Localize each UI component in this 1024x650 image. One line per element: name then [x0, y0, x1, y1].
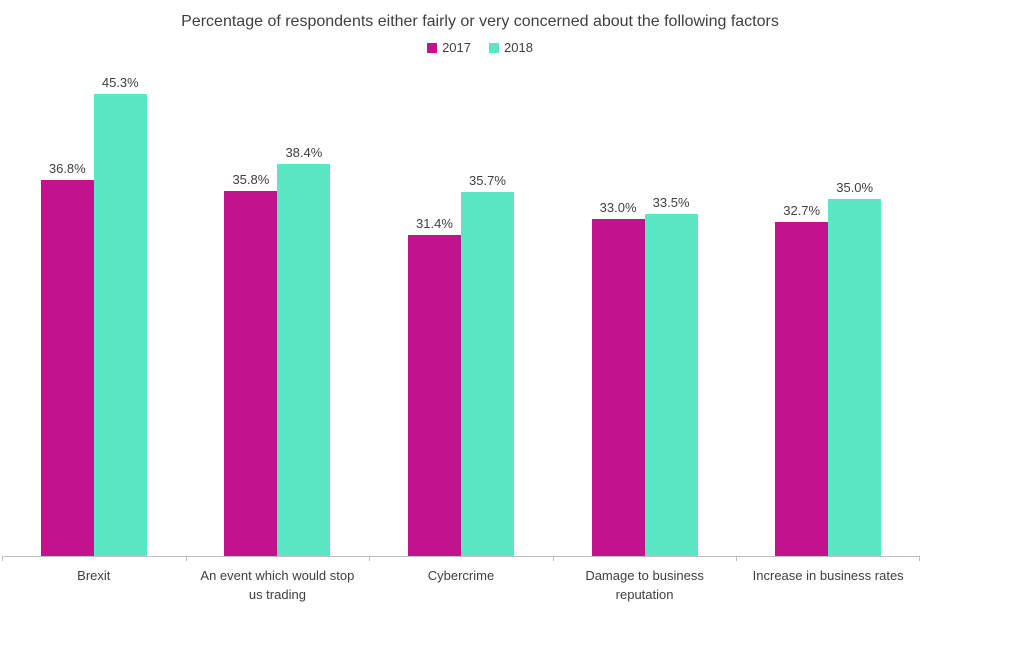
data-label-2017-increase-in-business-rates: 32.7%	[783, 203, 821, 218]
bar-2017-brexit	[40, 180, 94, 556]
bar-wrap-2018-brexit: 45.3%	[93, 75, 147, 556]
category-label-cybercrime: Cybercrime	[427, 568, 495, 583]
bar-2017-damage-to-business-reputation	[591, 219, 645, 556]
category-label-damage-to-business-reputation: Damage to business reputation	[585, 568, 704, 602]
data-label-2018-brexit: 45.3%	[101, 75, 139, 90]
data-label-2017-damage-to-business-reputation: 33.0%	[599, 200, 637, 215]
legend-item-2018: 2018	[489, 40, 533, 55]
bar-2018-cybercrime	[460, 192, 514, 556]
bar-group-an-event-which-would-stop-us-trading: 35.8% 38.4%	[186, 67, 370, 556]
x-axis-tick	[552, 556, 554, 561]
category-label-an-event-which-would-stop-us-trading: An event which would stop us trading	[200, 568, 355, 602]
category-label-increase-in-business-rates: Increase in business rates	[752, 568, 904, 583]
bar-wrap-2017-an-event-which-would-stop-us-trading: 35.8%	[224, 172, 278, 556]
x-axis-tick	[919, 556, 920, 561]
legend-item-2017: 2017	[427, 40, 471, 55]
bar-2018-increase-in-business-rates	[828, 199, 882, 556]
chart-title: Percentage of respondents either fairly …	[181, 13, 779, 30]
bar-wrap-2018-damage-to-business-reputation: 33.5%	[644, 195, 698, 556]
legend-swatch-2017	[427, 42, 438, 53]
bar-2018-an-event-which-would-stop-us-trading	[277, 164, 331, 556]
data-label-2018-cybercrime: 35.7%	[469, 173, 506, 188]
bar-wrap-2018-an-event-which-would-stop-us-trading: 38.4%	[277, 145, 331, 556]
legend-swatch-2018	[489, 42, 499, 53]
x-axis-tick	[369, 556, 371, 561]
bar-wrap-2018-cybercrime: 35.7%	[460, 173, 514, 556]
bar-wrap-2017-cybercrime: 31.4%	[407, 216, 461, 556]
bar-group-cybercrime: 31.4% 35.7%	[369, 67, 553, 556]
bar-group-increase-in-business-rates: 32.7% 35.0%	[736, 67, 920, 556]
bar-wrap-2017-increase-in-business-rates: 32.7%	[775, 203, 829, 556]
bar-2018-damage-to-business-reputation	[644, 214, 698, 556]
bar-2018-brexit	[93, 94, 147, 556]
category-label-brexit: Brexit	[77, 568, 111, 583]
x-axis-tick	[185, 556, 187, 561]
plot-area: 36.8% 45.3% 35.8% 38.4% 31.4% 35.7% 33.0% 33.5%…	[2, 67, 920, 561]
bar-2017-an-event-which-would-stop-us-trading	[224, 191, 278, 556]
bar-2017-increase-in-business-rates	[775, 222, 829, 556]
data-label-2017-brexit: 36.8%	[48, 161, 86, 176]
x-axis-tick	[2, 556, 3, 561]
data-label-2017-an-event-which-would-stop-us-trading: 35.8%	[232, 172, 270, 187]
bar-2017-cybercrime	[407, 235, 461, 556]
bar-wrap-2018-increase-in-business-rates: 35.0%	[828, 180, 882, 556]
bar-groups: 36.8% 45.3% 35.8% 38.4% 31.4% 35.7% 33.0% 33.5%…	[2, 67, 920, 556]
data-label-2018-increase-in-business-rates: 35.0%	[836, 180, 874, 195]
x-axis-tick	[736, 556, 738, 561]
chart-legend: 2017 2018	[0, 40, 960, 55]
bar-group-damage-to-business-reputation: 33.0% 33.5%	[553, 67, 737, 556]
bar-wrap-2017-damage-to-business-reputation: 33.0%	[591, 200, 645, 556]
x-axis-category-labels: Brexit An event which would stop us tradi…	[2, 567, 920, 605]
bar-wrap-2017-brexit: 36.8%	[40, 161, 94, 556]
data-label-2017-cybercrime: 31.4%	[416, 216, 453, 231]
data-label-2018-damage-to-business-reputation: 33.5%	[652, 195, 690, 210]
legend-label-2018: 2018	[504, 40, 533, 55]
bar-group-brexit: 36.8% 45.3%	[2, 67, 186, 556]
data-label-2018-an-event-which-would-stop-us-trading: 38.4%	[285, 145, 323, 160]
legend-label-2017: 2017	[442, 40, 471, 55]
